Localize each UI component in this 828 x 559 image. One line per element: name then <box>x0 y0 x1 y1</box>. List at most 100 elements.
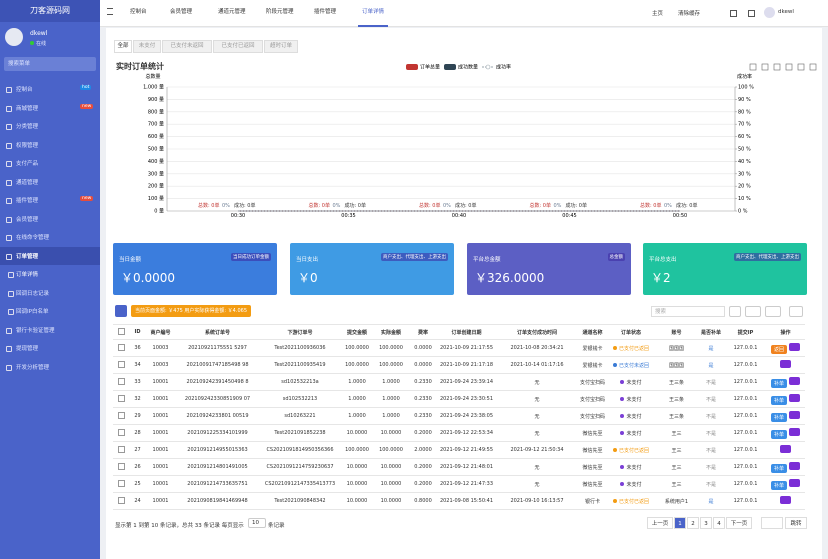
cell: 10001 <box>146 458 175 476</box>
card-value: ￥0 <box>298 271 318 285</box>
action-button[interactable]: 补单 <box>770 395 787 405</box>
cell: 无 <box>495 407 579 425</box>
page-button[interactable]: 4 <box>713 517 725 529</box>
menu-search[interactable]: 搜索菜单 <box>4 57 96 71</box>
jump-input[interactable] <box>761 517 783 529</box>
filter-tab[interactable]: 已支付已返回 <box>213 40 263 53</box>
point-annotation: 成功: 0单 <box>566 202 587 209</box>
page-button[interactable]: 上一页 <box>647 517 673 529</box>
menu-item[interactable]: 通道管理 <box>0 173 100 191</box>
nav-link[interactable]: 清除缓存 <box>678 11 701 17</box>
y2-tick-label: 40 % <box>738 159 751 165</box>
edit-button[interactable] <box>780 360 791 368</box>
nav-tab[interactable]: 通道元管理 <box>218 9 246 15</box>
table-search[interactable]: 搜索 <box>651 306 725 317</box>
menu-icon <box>6 124 12 130</box>
checkbox[interactable] <box>117 360 125 368</box>
action-button[interactable]: 补单 <box>770 378 787 388</box>
menu-label: 控制台 <box>16 87 33 93</box>
edit-button[interactable] <box>780 496 791 504</box>
nav-icon[interactable] <box>730 10 737 17</box>
action-button[interactable]: 补单 <box>770 429 787 439</box>
tool-button[interactable] <box>765 306 781 317</box>
y2-tick-label: 10 % <box>738 196 751 202</box>
menu-item[interactable]: 会员管理 <box>0 210 100 228</box>
page-button[interactable]: 3 <box>700 517 712 529</box>
filter-tab[interactable]: 未支付 <box>133 40 161 53</box>
edit-button[interactable] <box>789 342 800 351</box>
status-dot <box>612 345 617 350</box>
nav-tab[interactable]: 控制台 <box>130 9 147 15</box>
action-button[interactable]: 补单 <box>770 463 787 473</box>
nav-tab[interactable]: 插件管理 <box>314 9 337 15</box>
cell: 0.0000 <box>408 356 438 374</box>
tool-button[interactable] <box>745 306 761 317</box>
edit-button[interactable] <box>789 461 800 470</box>
action-button[interactable]: 返回 <box>770 344 787 354</box>
edit-button[interactable] <box>789 393 800 402</box>
filter-tab[interactable]: 已支付未返回 <box>162 40 212 53</box>
filter-tab[interactable]: 全部 <box>114 40 132 53</box>
cell: 2021-09-12 21:47:33 <box>438 475 495 493</box>
tool-button[interactable] <box>789 306 803 317</box>
nav-tab[interactable]: 会员管理 <box>170 9 193 15</box>
menu-item[interactable]: 商城管理 new <box>0 99 100 117</box>
checkbox[interactable] <box>117 327 125 335</box>
nav-tab[interactable]: 订单详情 <box>358 0 389 27</box>
refresh-button[interactable] <box>115 305 127 317</box>
page-button[interactable]: 2 <box>687 517 699 529</box>
nav-link[interactable]: 主页 <box>652 11 664 17</box>
cell: 34 <box>129 356 146 374</box>
checkbox[interactable] <box>117 377 125 385</box>
cell: Test2021100935419 <box>260 356 340 374</box>
point-annotation: 0% <box>664 203 672 209</box>
checkbox[interactable] <box>117 428 125 436</box>
menu-item[interactable]: 控制台 hot <box>0 80 100 98</box>
checkbox[interactable] <box>117 445 125 453</box>
menu-item[interactable]: 在线命令管理 <box>0 228 100 246</box>
status-cell: 未支付 <box>606 424 656 442</box>
menu-item[interactable]: 银行卡验证管理 <box>0 321 100 339</box>
action-button[interactable]: 补单 <box>770 480 787 490</box>
edit-button[interactable] <box>789 376 800 385</box>
edit-button[interactable] <box>789 427 800 436</box>
y2-tick-label: 30 % <box>738 171 751 177</box>
per-page-select[interactable]: 10 <box>248 518 266 528</box>
checkbox[interactable] <box>117 394 125 402</box>
jump-button[interactable]: 跳转 <box>785 517 807 529</box>
cell: 0.2330 <box>408 373 438 391</box>
checkbox[interactable] <box>117 343 125 351</box>
checkbox[interactable] <box>117 479 125 487</box>
menu-item[interactable]: 权限管理 <box>0 136 100 154</box>
page-button[interactable]: 1 <box>674 517 686 529</box>
action-button[interactable]: 补单 <box>770 412 787 422</box>
menu-item[interactable]: 支付产品 <box>0 154 100 172</box>
menu-label: 分类管理 <box>16 124 39 130</box>
menu-item[interactable]: 开发分析管理 <box>0 358 100 376</box>
nav-icon[interactable] <box>748 10 755 17</box>
edit-button[interactable] <box>789 478 800 487</box>
submenu-item[interactable]: 回调日志记录 <box>0 284 100 302</box>
menu-toggle[interactable] <box>107 8 113 15</box>
edit-button[interactable] <box>780 445 791 453</box>
checkbox[interactable] <box>117 462 125 470</box>
checkbox[interactable] <box>117 496 125 504</box>
point-annotation: 0% <box>443 203 451 209</box>
actions-cell: 补单 <box>766 424 805 442</box>
y-tick-label: 100 量 <box>148 195 164 202</box>
nav-tab[interactable]: 阶段元管理 <box>266 9 294 15</box>
submenu-item[interactable]: 订单详情 <box>0 265 100 283</box>
menu-item[interactable]: 订单管理 <box>0 246 100 265</box>
menu-item[interactable]: 分类管理 <box>0 117 100 135</box>
edit-button[interactable] <box>789 410 800 419</box>
cell: 25 <box>129 475 146 493</box>
submenu-item[interactable]: 回调IP白名单 <box>0 302 100 320</box>
checkbox[interactable] <box>117 411 125 419</box>
page-button[interactable]: 下一页 <box>726 517 752 529</box>
cell: 国国国 <box>656 339 697 357</box>
filter-tab[interactable]: 超时订单 <box>264 40 298 53</box>
menu-item[interactable]: 提现管理 <box>0 339 100 357</box>
menu-item[interactable]: 插件管理 new <box>0 191 100 209</box>
user-name[interactable]: dkewl <box>778 9 794 15</box>
tool-button[interactable] <box>729 306 741 317</box>
